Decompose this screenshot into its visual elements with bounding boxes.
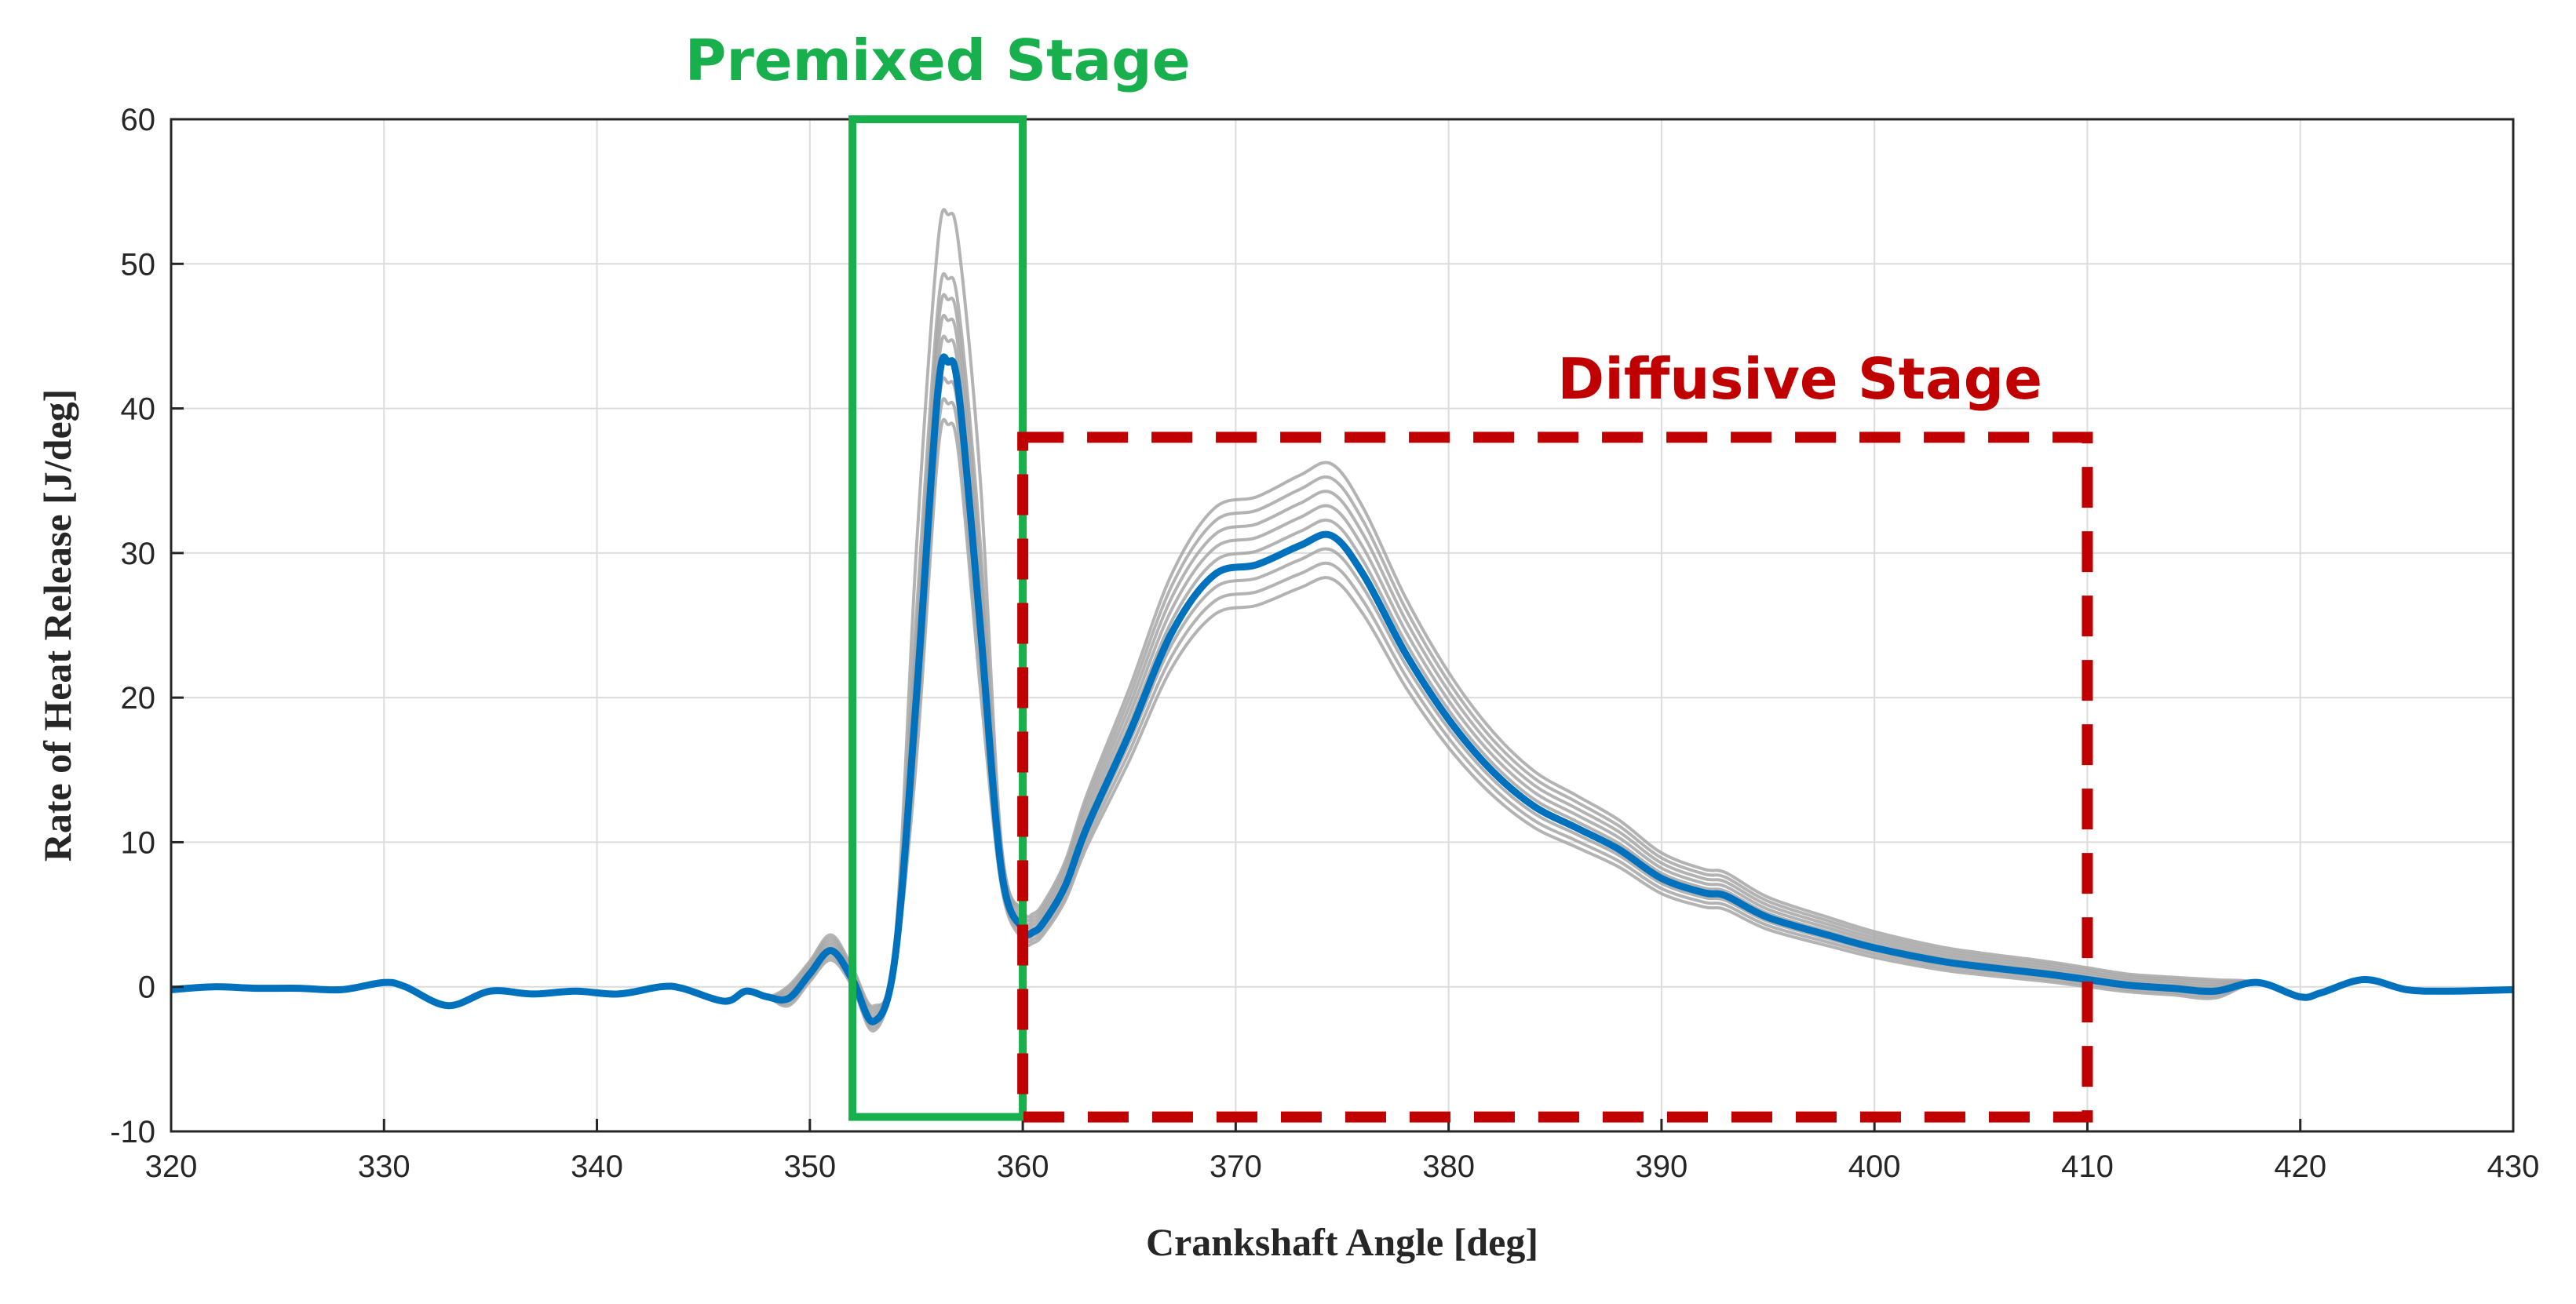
x-tick-label: 410 (2061, 1149, 2114, 1184)
x-tick-label: 420 (2274, 1149, 2326, 1184)
y-tick-label: 50 (121, 247, 156, 282)
cycle-trace (170, 417, 2514, 1033)
x-tick-label: 360 (997, 1149, 1049, 1184)
cycle-trace (170, 293, 2514, 1014)
x-tick-label: 330 (358, 1149, 410, 1184)
mean-line (170, 353, 2514, 1025)
y-tick-label: 20 (121, 681, 156, 716)
diffusive-stage-label: Diffusive Stage (1557, 346, 2042, 412)
diffusive-stage-box (1017, 432, 2093, 1123)
cycle-trace (170, 334, 2514, 1021)
x-tick-label: 430 (2487, 1149, 2540, 1184)
x-axis-title: Crankshaft Angle [deg] (1146, 1220, 1538, 1264)
cycle-trace (170, 397, 2514, 1029)
stage-annotations: Premixed Stage Diffusive Stage (685, 27, 2093, 1123)
cycle-trace (170, 271, 2514, 1011)
cycle-trace (170, 208, 2514, 1008)
y-tick-label: -10 (110, 1115, 155, 1149)
y-tick-label: 60 (121, 103, 156, 137)
x-tick-label: 400 (1848, 1149, 1901, 1184)
y-tick-label: 30 (121, 537, 156, 571)
mean-series (170, 353, 2514, 1025)
x-tick-label: 320 (145, 1149, 198, 1184)
x-tick-label: 390 (1636, 1149, 1688, 1184)
x-tick-label: 370 (1210, 1149, 1262, 1184)
plot-frame (170, 118, 2515, 1133)
y-tick-label: 40 (121, 392, 156, 427)
x-tick-label: 340 (571, 1149, 623, 1184)
y-axis-title: Rate of Heat Release [J/deg] (35, 389, 79, 862)
cycle-trace (170, 313, 2514, 1018)
x-tick-label: 350 (783, 1149, 836, 1184)
cycle-traces (170, 208, 2514, 1033)
y-tick-label: 0 (138, 971, 155, 1005)
axis-ticks: 320 330 340 350 360 370 380 390 400 410 420 430 -10 0… (110, 103, 2539, 1184)
premixed-stage-box (848, 115, 1027, 1121)
premixed-stage-label: Premixed Stage (685, 27, 1191, 93)
y-tick-label: 10 (121, 825, 156, 860)
x-tick-label: 380 (1422, 1149, 1475, 1184)
